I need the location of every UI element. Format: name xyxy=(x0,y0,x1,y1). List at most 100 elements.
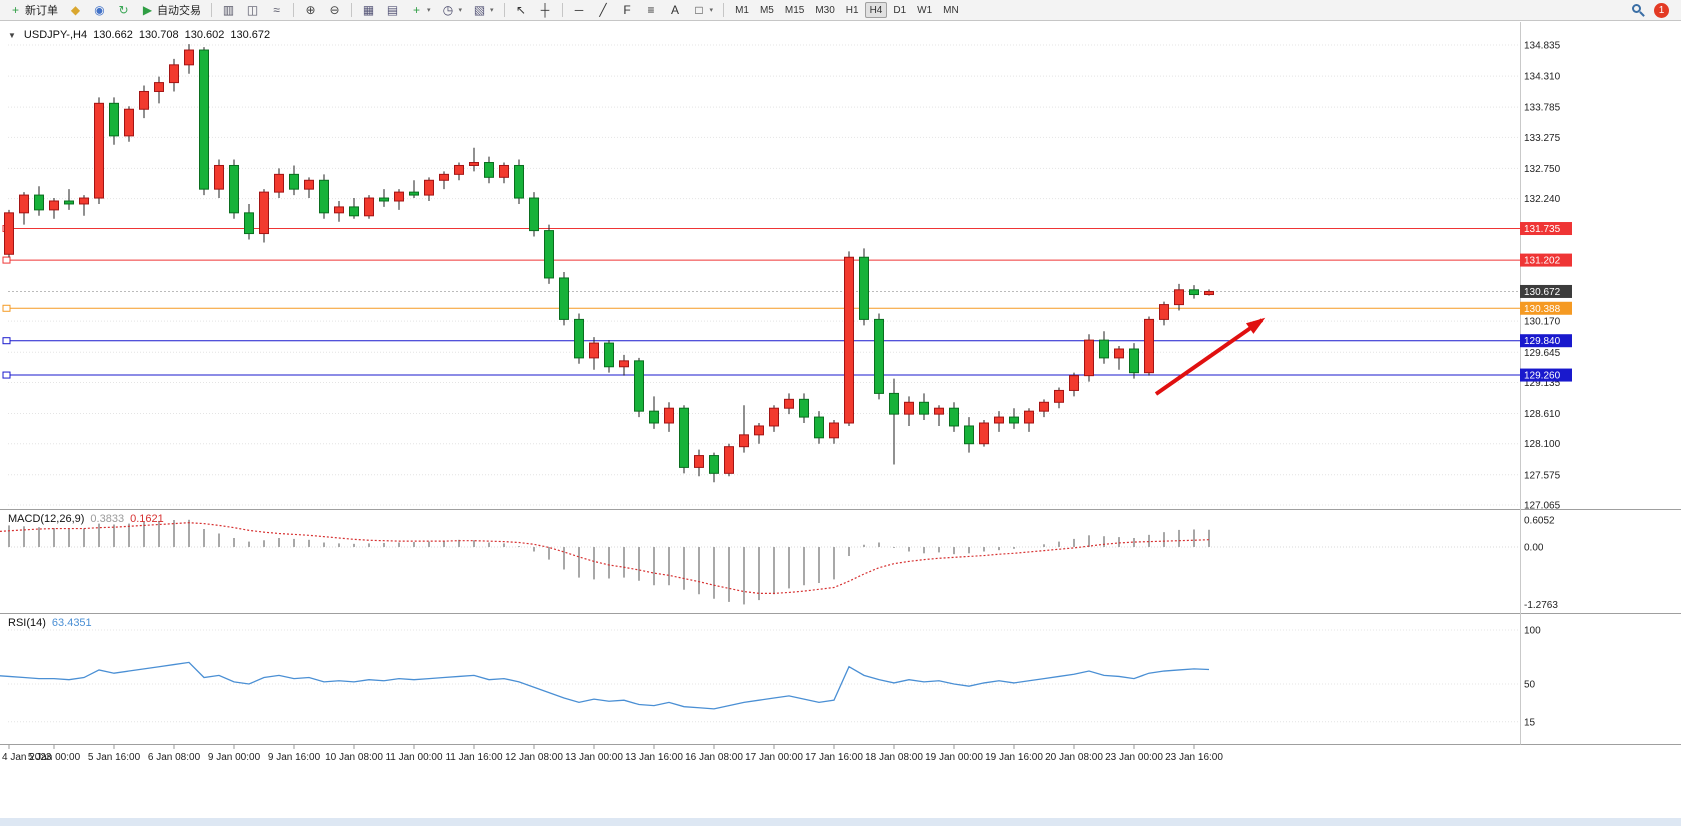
macd-axis-label: 0.6052 xyxy=(1524,515,1555,526)
timeframe-m30[interactable]: M30 xyxy=(815,5,835,16)
candle-bull xyxy=(904,401,914,415)
arrow-head xyxy=(1245,317,1266,334)
time-axis-label: 5 Jan 00:00 xyxy=(28,752,81,763)
candle-bull xyxy=(754,425,764,436)
market-watch-icon[interactable]: ◉ xyxy=(88,1,111,19)
templates-icon[interactable]: ▧ ▾ xyxy=(468,1,499,19)
candle-bull xyxy=(1024,410,1034,424)
bar-chart-icon[interactable]: ▥ xyxy=(217,1,240,19)
price-axis-label: 127.065 xyxy=(1524,501,1561,512)
cursor-icon: ↖ xyxy=(516,3,527,17)
candle-bull xyxy=(739,434,749,448)
fibonacci-icon: F xyxy=(623,3,631,17)
symbols-icon: ◆ xyxy=(70,3,81,17)
candle-bull xyxy=(829,422,839,439)
rsi-title: RSI(14) 63.4351 xyxy=(8,617,92,629)
rsi-axis-label: 50 xyxy=(1524,680,1536,691)
period-clock-icon[interactable]: ◷ ▾ xyxy=(437,1,468,19)
hline-129.840[interactable] xyxy=(2,337,1520,345)
collapse-triangle-icon[interactable]: ▼ xyxy=(8,31,16,40)
period-clock-icon: ◷ xyxy=(442,3,454,17)
shapes-icon[interactable]: □ ▾ xyxy=(688,1,719,19)
candle-bull xyxy=(139,90,149,110)
candle-bull xyxy=(1144,318,1154,374)
candle-bull xyxy=(994,416,1004,424)
candlestick-chart-icon[interactable]: ◫ xyxy=(241,1,264,19)
price-axis-label: 128.610 xyxy=(1524,409,1561,420)
candle-bull xyxy=(424,179,434,196)
price-axis-label: 128.100 xyxy=(1524,439,1561,450)
rsi-axis-label: 100 xyxy=(1524,626,1541,637)
svg-text:131.735: 131.735 xyxy=(1524,224,1561,235)
timeframe-m5[interactable]: M5 xyxy=(759,5,774,16)
cursor-icon[interactable]: ↖ xyxy=(510,1,533,19)
timeframe-m15[interactable]: M15 xyxy=(784,5,805,16)
zoom-in-icon[interactable]: ⊕ xyxy=(299,1,322,19)
candle-bear xyxy=(1009,416,1019,424)
candle-bull xyxy=(334,206,344,214)
candle-bear xyxy=(319,179,329,214)
search-icon[interactable] xyxy=(1632,3,1645,17)
trend-arrow-annotation[interactable] xyxy=(1154,317,1266,396)
tile-windows-icon: ▦ xyxy=(362,3,375,17)
new-order-icon: + xyxy=(11,3,19,17)
zoom-out-icon[interactable]: ⊖ xyxy=(323,1,346,19)
candle-bear xyxy=(199,49,209,190)
candle-bull xyxy=(394,191,404,202)
price-tag-130.672: 130.672 xyxy=(1520,284,1572,298)
candle-bear xyxy=(1189,289,1199,296)
timeframe-m1[interactable]: M1 xyxy=(735,5,749,16)
chart-plot-area[interactable] xyxy=(0,21,1681,826)
crosshair-icon: ┼ xyxy=(540,3,550,17)
refresh-data-icon[interactable]: ↻ xyxy=(112,1,135,19)
time-axis-label: 23 Jan 00:00 xyxy=(1105,752,1163,763)
trendline-icon[interactable]: ╱ xyxy=(592,1,615,19)
rsi-panel: 100 50 15 xyxy=(0,626,1541,728)
line-studies-icon[interactable]: ≡ xyxy=(640,1,663,19)
time-axis-label: 13 Jan 16:00 xyxy=(625,752,683,763)
svg-text:129.840: 129.840 xyxy=(1524,336,1561,347)
horizontal-line-icon[interactable]: ─ xyxy=(568,1,591,19)
notification-badge[interactable]: 1 xyxy=(1654,2,1669,18)
timeframe-d1[interactable]: D1 xyxy=(893,5,907,16)
line-chart-icon[interactable]: ≈ xyxy=(265,1,288,19)
caret-down-icon: ▾ xyxy=(458,7,463,14)
arrange-windows-icon[interactable]: ▤ xyxy=(381,1,404,19)
hline-129.260[interactable] xyxy=(2,371,1520,379)
hline-131.202[interactable] xyxy=(2,256,1520,264)
candle-bull xyxy=(784,398,794,409)
timeframe-mn[interactable]: MN xyxy=(943,5,959,16)
candle-bull xyxy=(934,407,944,415)
candle-bear xyxy=(889,392,899,415)
open-value: 130.662 xyxy=(93,29,133,41)
timeframe-h1[interactable]: H1 xyxy=(845,5,859,16)
candlesticks xyxy=(4,44,1214,483)
market-watch-icon: ◉ xyxy=(94,3,105,17)
zoom-out-icon: ⊖ xyxy=(329,3,340,17)
candle-bull xyxy=(49,200,59,211)
text-tool-icon[interactable]: A xyxy=(664,1,687,19)
fibonacci-icon[interactable]: F xyxy=(616,1,639,19)
hline-130.388[interactable] xyxy=(2,304,1520,312)
crosshair-icon[interactable]: ┼ xyxy=(534,1,557,19)
hline-anchor[interactable] xyxy=(2,371,11,379)
autotrading-button[interactable]: ▶ 自动交易 xyxy=(136,1,206,19)
candle-bull xyxy=(589,342,599,359)
bar-chart-icon: ▥ xyxy=(222,3,235,17)
hline-anchor[interactable] xyxy=(2,304,11,312)
candle-bear xyxy=(574,318,584,359)
new-chart-icon[interactable]: + ▾ xyxy=(405,1,436,19)
timeframe-w1[interactable]: W1 xyxy=(917,5,933,16)
new-order-button[interactable]: + 新订单 xyxy=(4,1,63,19)
candle-bull xyxy=(154,82,164,92)
tile-windows-icon[interactable]: ▦ xyxy=(357,1,380,19)
time-axis-label: 16 Jan 08:00 xyxy=(685,752,743,763)
timeframe-h4[interactable]: H4 xyxy=(864,2,888,18)
toolbar-separator xyxy=(293,3,294,17)
hline-anchor[interactable] xyxy=(2,256,11,264)
symbols-icon[interactable]: ◆ xyxy=(64,1,87,19)
hline-anchor[interactable] xyxy=(2,337,11,345)
candle-bull xyxy=(1084,339,1094,377)
